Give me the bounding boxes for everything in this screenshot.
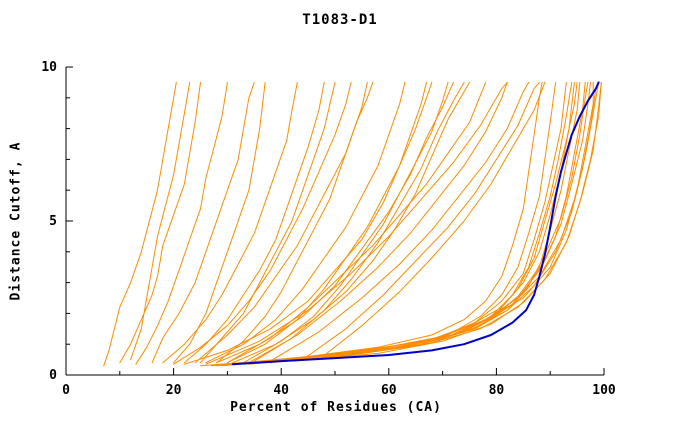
x-tick-label: 40 [273,383,289,398]
model-curve [248,81,600,365]
model-curve [318,81,546,361]
model-curve [200,81,336,364]
y-tick-label: 5 [49,214,57,229]
x-axis-label: Percent of Residues (CA) [230,400,442,415]
model-curve [248,81,508,364]
model-curve [221,81,586,367]
model-curve [119,81,201,364]
model-curve [237,81,557,365]
model-curve [216,81,454,364]
model-curve [173,81,266,364]
y-tick-label: 10 [41,60,57,75]
model-curve [183,81,325,364]
model-curve [194,81,374,364]
model-curve [226,81,543,365]
model-curve [253,81,573,364]
highlight-curve [231,81,600,366]
x-tick-label: 100 [592,383,616,398]
model-curve [232,81,591,365]
model-curve [226,81,427,364]
model-curve [151,81,255,364]
model-curve [302,81,540,361]
model-curve [162,81,298,364]
model-curve [135,81,228,365]
model-curve [269,81,530,362]
x-tick-label: 60 [381,383,397,398]
model-curve [130,81,191,361]
x-tick-label: 80 [489,383,505,398]
model-curve [183,81,433,365]
model-curve [205,81,508,365]
model-curve [291,81,602,362]
model-curve [269,81,578,364]
model-curve [173,81,352,365]
x-tick-label: 20 [166,383,182,398]
chart-title: T1083-D1 [302,12,378,28]
y-tick-label: 0 [49,368,57,383]
x-tick-label: 0 [62,383,70,398]
model-curve [226,81,487,364]
model-curve [205,81,406,364]
model-curve [253,81,465,362]
model-curve [103,81,177,367]
